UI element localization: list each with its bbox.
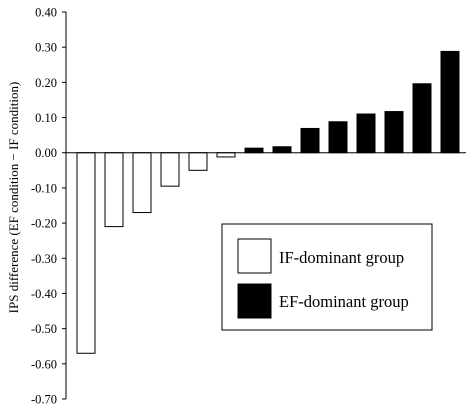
y-tick-label: 0.10 [35, 111, 57, 125]
bar-ef-dominant [328, 121, 348, 154]
bar-if-dominant [104, 152, 124, 228]
bar-ef-dominant [384, 111, 404, 154]
bar-ef-dominant [272, 146, 292, 154]
bar-if-dominant [216, 152, 236, 158]
y-tick-label: 0.40 [35, 6, 57, 20]
bar-if-dominant [188, 152, 208, 171]
y-tick-label: 0.00 [35, 146, 57, 160]
y-tick-label: -0.10 [31, 181, 57, 195]
y-tick-label: -0.40 [31, 287, 57, 301]
bar-if-dominant [132, 152, 152, 214]
y-tick-label: -0.50 [31, 322, 57, 336]
bar-ef-dominant [412, 83, 432, 154]
y-tick-label: -0.70 [31, 393, 57, 407]
y-tick-label: -0.30 [31, 252, 57, 266]
bar-ef-dominant [300, 127, 320, 154]
y-tick-label: 0.30 [35, 41, 57, 55]
y-tick-label: -0.60 [31, 357, 57, 371]
legend-swatch-ef-dominant [237, 283, 272, 319]
bars [76, 50, 460, 354]
legend-label-if-dominant: IF-dominant group [279, 248, 404, 267]
legend-swatch-if-dominant [237, 238, 272, 274]
y-axis-title: IPS difference (EF condition − IF condit… [6, 82, 21, 314]
bar-ef-dominant [356, 113, 376, 154]
legend-label-ef-dominant: EF-dominant group [279, 292, 409, 311]
bar-if-dominant [160, 152, 180, 187]
bar-ef-dominant [440, 50, 460, 154]
y-tick-label: 0.20 [35, 76, 57, 90]
legend: IF-dominant group EF-dominant group [221, 223, 433, 331]
y-axis-ticks: 0.40 0.30 0.20 0.10 0.00 -0.10 -0.20 -0.30 -0.40… [31, 6, 66, 407]
bar-if-dominant [76, 152, 96, 354]
bar-ef-dominant [244, 147, 264, 154]
y-tick-label: -0.20 [31, 217, 57, 231]
